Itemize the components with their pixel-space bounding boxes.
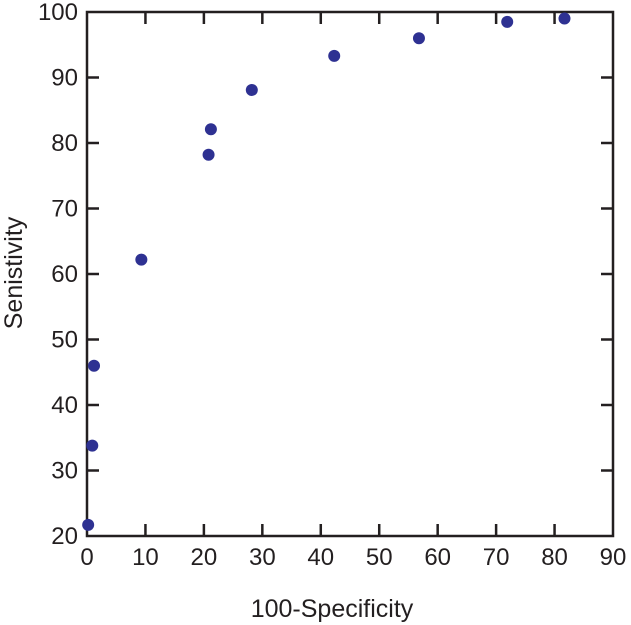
x-tick-label: 70 — [483, 544, 510, 571]
y-tick-label: 40 — [51, 392, 78, 419]
x-tick-label: 20 — [191, 544, 218, 571]
data-point — [412, 32, 425, 45]
y-tick-label: 30 — [51, 458, 78, 485]
data-point — [135, 253, 148, 266]
x-tick-label: 90 — [600, 544, 627, 571]
y-tick-label: 20 — [51, 523, 78, 550]
data-point — [82, 518, 95, 531]
x-tick-label: 10 — [132, 544, 159, 571]
x-tick-label: 60 — [424, 544, 451, 571]
x-tick-label: 80 — [541, 544, 568, 571]
y-tick-label: 80 — [51, 130, 78, 157]
y-tick-label: 50 — [51, 327, 78, 354]
y-tick-label: 90 — [51, 65, 78, 92]
y-tick-label: 70 — [51, 196, 78, 223]
data-point — [328, 49, 341, 62]
axes: 0 10 20 30 40 50 60 70 80 90 20 30 40 50 60 70 80 90 100 — [38, 0, 626, 571]
x-axis-title: 100-Specificity — [251, 595, 414, 623]
data-point — [501, 15, 514, 28]
plot-frame — [85, 10, 615, 538]
data-point — [86, 439, 99, 452]
data-point — [558, 12, 571, 25]
y-tick-label: 100 — [38, 0, 78, 26]
x-tick-label: 50 — [366, 544, 393, 571]
data-point — [204, 123, 217, 136]
x-tick-label: 40 — [307, 544, 334, 571]
data-point — [245, 83, 258, 96]
y-axis-title: Senistivity — [0, 216, 28, 329]
x-tick-label: 30 — [249, 544, 276, 571]
data-point — [88, 359, 101, 372]
data-point — [202, 148, 215, 161]
x-tick-label: 0 — [80, 544, 93, 571]
y-tick-label: 60 — [51, 261, 78, 288]
data-points — [82, 12, 571, 531]
